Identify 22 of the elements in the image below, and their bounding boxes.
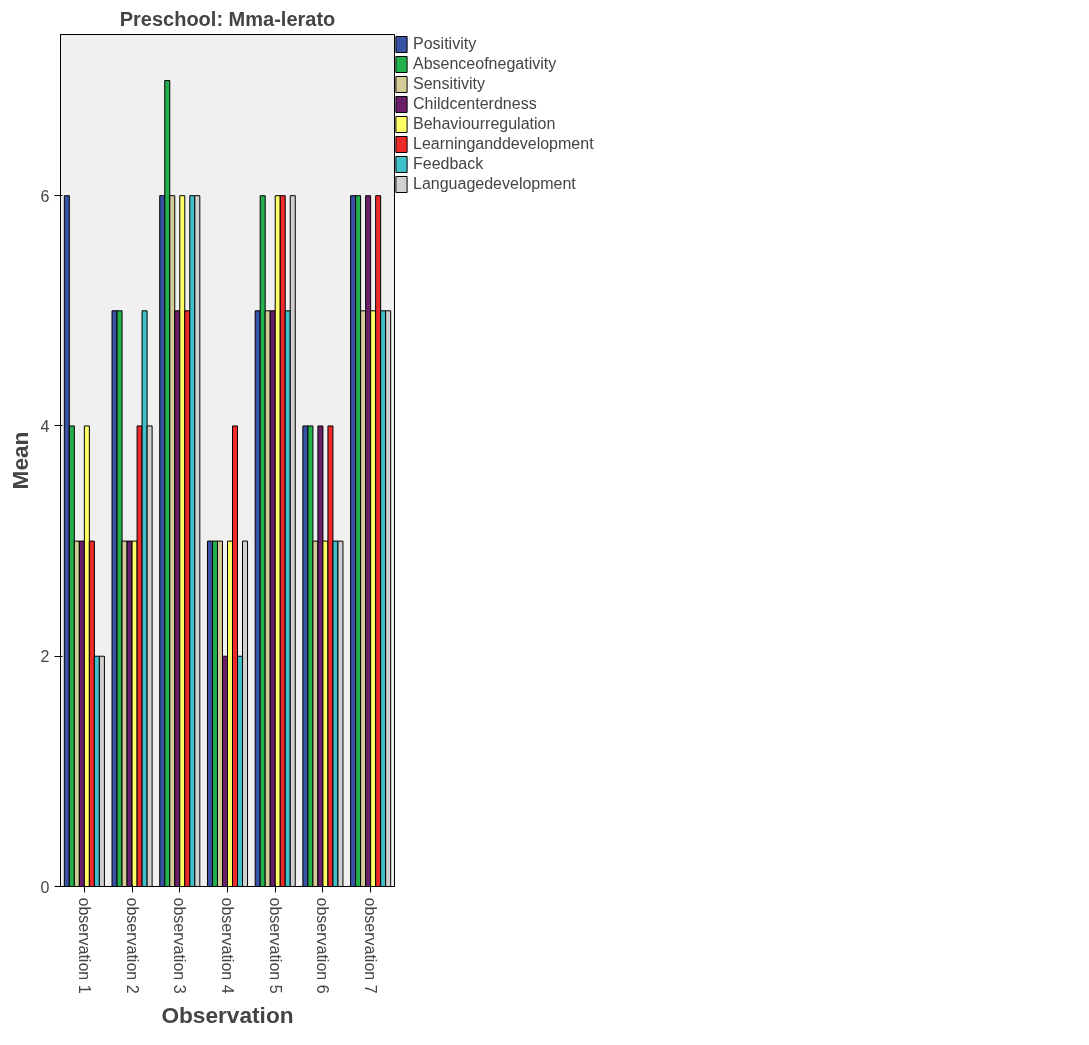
x-tick-label: observation 6 [314, 897, 332, 994]
x-tick-label: observation 1 [75, 897, 93, 994]
legend-label: Languagedevelopment [413, 174, 576, 194]
x-tick-label: observation 5 [266, 897, 284, 994]
y-axis-title: Mean [6, 431, 33, 490]
y-tick-label: 2 [40, 648, 50, 666]
x-tick-label: observation 4 [219, 897, 236, 994]
legend-label: Absenceofnegativity [413, 54, 557, 74]
y-tick-label: 0 [40, 878, 50, 896]
x-tick-label: observation 7 [362, 897, 380, 994]
x-tick-label: observation 2 [123, 897, 141, 994]
x-axis-title: Observation [161, 1001, 294, 1028]
legend-label: Childcenterdness [413, 94, 537, 114]
y-tick-label: 4 [40, 417, 50, 435]
legend-label: Sensitivity [413, 74, 486, 94]
chart-title: Preschool: Mma-lerato [119, 7, 336, 30]
x-tick-label: observation 3 [171, 897, 189, 994]
legend-label: Positivity [413, 34, 477, 54]
legend-label: Learninganddevelopment [413, 134, 594, 154]
legend-label: Behaviourregulation [413, 114, 556, 134]
y-tick-label: 6 [40, 187, 50, 205]
legend-label: Feedback [413, 154, 484, 174]
